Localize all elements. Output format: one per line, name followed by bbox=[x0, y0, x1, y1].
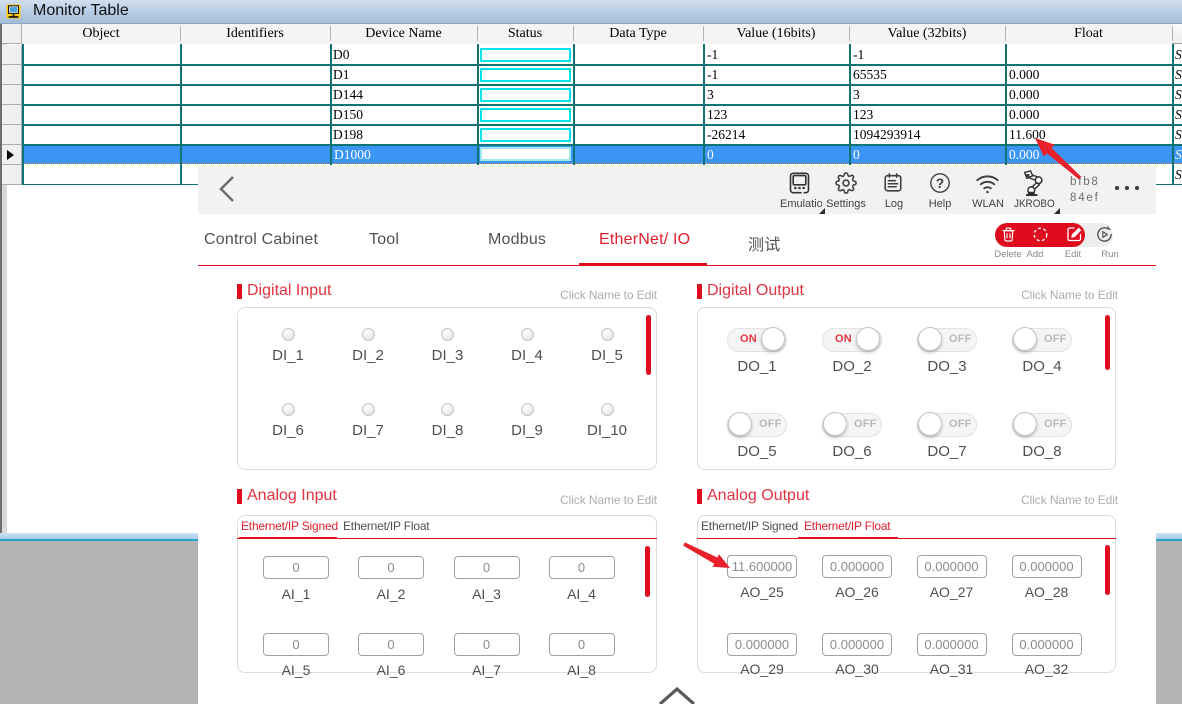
svg-text:?: ? bbox=[936, 176, 944, 191]
